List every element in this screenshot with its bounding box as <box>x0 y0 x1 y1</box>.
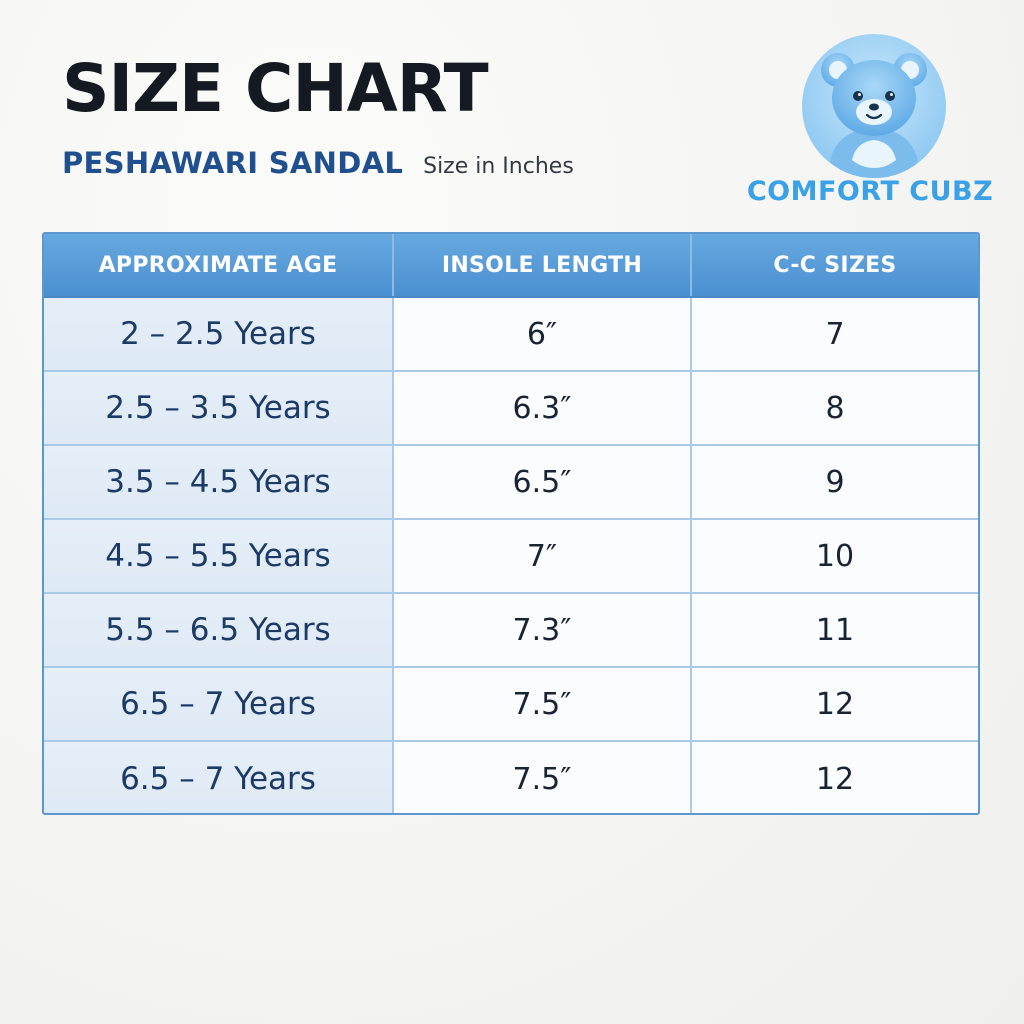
insole-cell: 7.3″ <box>394 594 692 666</box>
age-cell: 6.5 – 7 Years <box>44 742 394 813</box>
cc-size-cell: 7 <box>692 298 978 370</box>
brand-name: COMFORT CUBZ <box>746 176 994 207</box>
age-cell: 5.5 – 6.5 Years <box>44 594 394 666</box>
table-row: 5.5 – 6.5 Years 7.3″ 11 <box>44 594 978 668</box>
product-name: PESHAWARI SANDAL <box>62 146 404 180</box>
table-row: 3.5 – 4.5 Years 6.5″ 9 <box>44 446 978 520</box>
column-header-cc-size: C-C SIZES <box>773 252 897 278</box>
table-row: 2.5 – 3.5 Years 6.3″ 8 <box>44 372 978 446</box>
age-cell: 2 – 2.5 Years <box>44 298 394 370</box>
age-cell: 4.5 – 5.5 Years <box>44 520 394 592</box>
cc-size-cell: 12 <box>692 668 978 740</box>
table-header: APPROXIMATE AGE INSOLE LENGTH C-C SIZES <box>44 234 978 298</box>
size-table: APPROXIMATE AGE INSOLE LENGTH C-C SIZES … <box>42 232 980 815</box>
subtitle-row: PESHAWARI SANDAL Size in Inches <box>62 146 574 180</box>
insole-cell: 6.5″ <box>394 446 692 518</box>
table-row: 2 – 2.5 Years 6″ 7 <box>44 298 978 372</box>
insole-cell: 7″ <box>394 520 692 592</box>
brand-logo: COMFORT CUBZ <box>735 32 1005 212</box>
table-row: 6.5 – 7 Years 7.5″ 12 <box>44 668 978 742</box>
teddy-bear-icon <box>802 34 946 178</box>
column-header-insole: INSOLE LENGTH <box>394 234 692 296</box>
age-cell: 6.5 – 7 Years <box>44 668 394 740</box>
age-cell: 2.5 – 3.5 Years <box>44 372 394 444</box>
unit-note: Size in Inches <box>423 154 574 179</box>
cc-size-cell: 11 <box>692 594 978 666</box>
insole-cell: 6.3″ <box>394 372 692 444</box>
age-cell: 3.5 – 4.5 Years <box>44 446 394 518</box>
insole-cell: 7.5″ <box>394 742 692 813</box>
table-row: 4.5 – 5.5 Years 7″ 10 <box>44 520 978 594</box>
table-row: 6.5 – 7 Years 7.5″ 12 <box>44 742 978 813</box>
cc-size-cell: 9 <box>692 446 978 518</box>
page-title: SIZE CHART <box>62 50 489 127</box>
cc-size-cell: 10 <box>692 520 978 592</box>
cc-size-cell: 8 <box>692 372 978 444</box>
insole-cell: 7.5″ <box>394 668 692 740</box>
cc-size-cell: 12 <box>692 742 978 813</box>
column-header-age: APPROXIMATE AGE <box>44 234 394 296</box>
insole-cell: 6″ <box>394 298 692 370</box>
